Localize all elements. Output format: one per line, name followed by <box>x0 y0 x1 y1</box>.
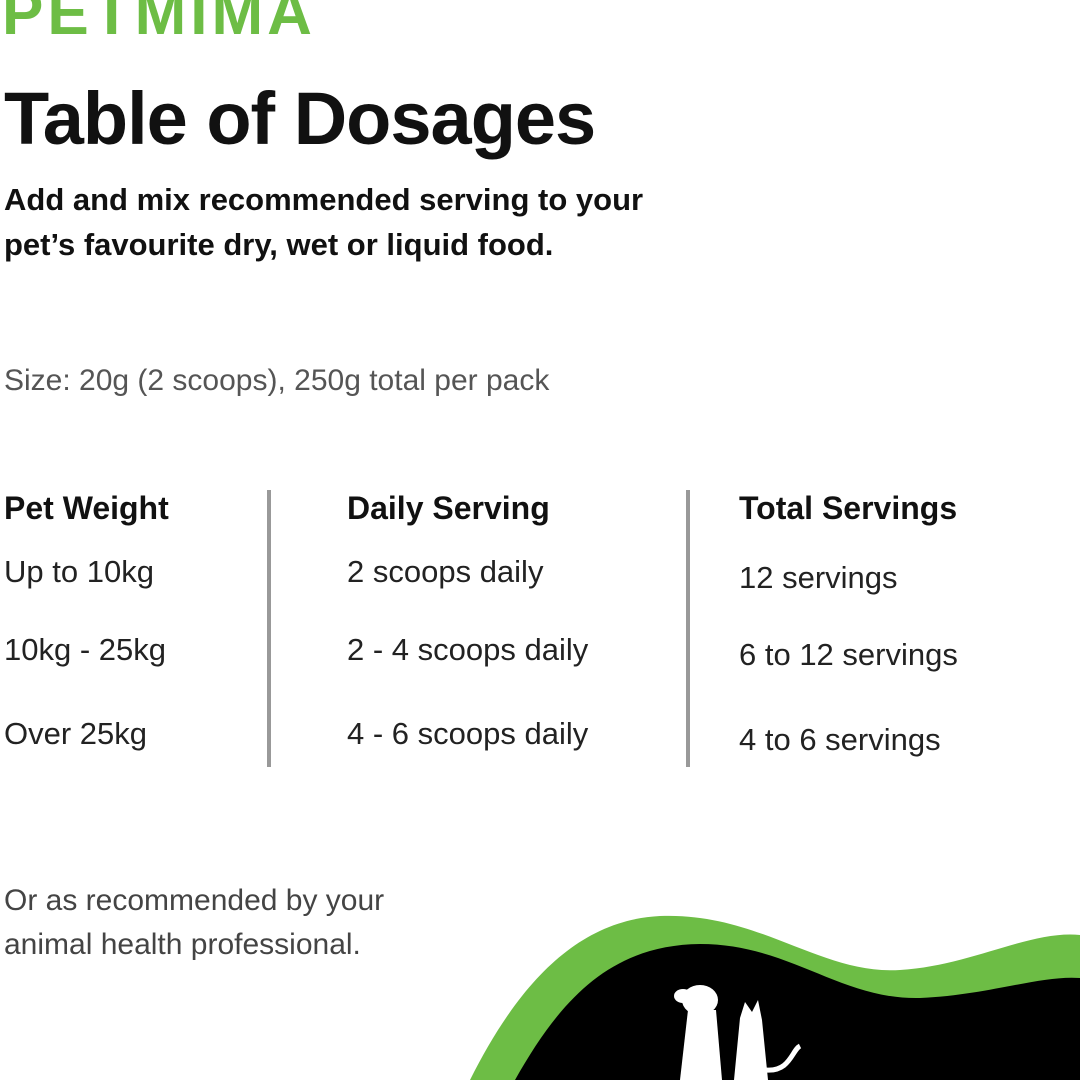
table-cell: 4 - 6 scoops daily <box>347 716 589 751</box>
footer-line-1: Or as recommended by your <box>4 884 385 917</box>
subtitle-line-1: Add and mix recommended serving to your <box>4 182 644 217</box>
column-divider <box>686 490 690 767</box>
table-cell: Over 25kg <box>4 716 148 751</box>
table-cell: 2 scoops daily <box>347 554 544 589</box>
size-info: Size: 20g (2 scoops), 250g total per pac… <box>4 364 550 397</box>
black-wave <box>515 944 1080 1080</box>
footer-line-2: animal health professional. <box>4 928 361 961</box>
table-cell: Up to 10kg <box>4 554 154 589</box>
subtitle-line-2: pet’s favourite dry, wet or liquid food. <box>4 227 554 262</box>
header-daily-serving: Daily Serving <box>347 490 550 526</box>
table-cell: 6 to 12 servings <box>739 637 958 672</box>
table-cell: 12 servings <box>739 560 898 595</box>
dog-and-cat-silhouette-icon <box>674 985 802 1080</box>
table-cell: 10kg - 25kg <box>4 632 166 667</box>
header-total-servings: Total Servings <box>739 490 958 526</box>
page-title: Table of Dosages <box>4 77 596 160</box>
header-pet-weight: Pet Weight <box>4 490 169 526</box>
column-divider <box>267 490 271 767</box>
table-cell: 2 - 4 scoops daily <box>347 632 589 667</box>
brand-logo: PETMIMA <box>2 0 316 48</box>
table-cell: 4 to 6 servings <box>739 722 941 757</box>
